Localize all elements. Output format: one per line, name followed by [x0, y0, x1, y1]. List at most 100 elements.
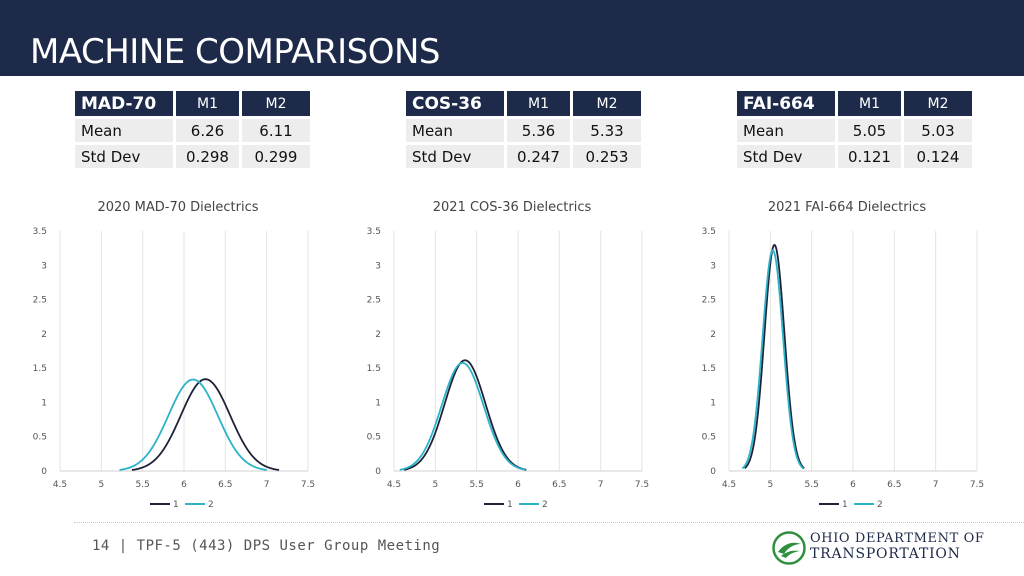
table-name: FAI-664	[737, 91, 835, 116]
footer-divider	[74, 522, 1024, 523]
x-tick-label: 6	[515, 480, 521, 490]
y-tick-label: 0.5	[367, 433, 381, 443]
chart-title: 2020 MAD-70 Dielectrics	[97, 200, 259, 215]
footer-text: 14 | TPF-5 (443) DPS User Group Meeting	[92, 538, 441, 554]
y-tick-label: 3.5	[702, 227, 716, 237]
odot-logo: OHIO DEPARTMENT OF TRANSPORTATION	[772, 530, 984, 566]
row-label-std: Std Dev	[737, 145, 835, 168]
col-header-m1: M1	[838, 91, 901, 116]
y-tick-label: 1.5	[702, 364, 716, 374]
col-header-m2: M2	[573, 91, 641, 116]
mean-m2: 6.11	[242, 119, 310, 142]
y-tick-label: 0.5	[33, 433, 47, 443]
series-line-2	[119, 378, 267, 471]
x-tick-label: 6.5	[887, 480, 901, 490]
mean-m1: 5.05	[838, 119, 901, 142]
y-tick-label: 2	[710, 330, 716, 340]
y-tick-label: 3	[375, 261, 381, 271]
y-tick-label: 2.5	[367, 296, 381, 306]
y-tick-label: 3.5	[367, 227, 381, 237]
x-tick-label: 6	[850, 480, 856, 490]
col-header-m2: M2	[904, 91, 972, 116]
x-tick-label: 6.5	[218, 480, 232, 490]
chart-svg: 4.5 5 5.5 6 6.5 7 7.5 0 0.5 1 1.5 2 2.5 3 3.5 1 2	[702, 227, 984, 510]
series-line-1	[403, 359, 527, 471]
x-tick-label: 6	[181, 480, 187, 490]
y-tick-label: 3	[710, 261, 716, 271]
stats-table-mad70: MAD-70 M1 M2 Mean 6.26 6.11 Std Dev 0.29…	[72, 88, 313, 171]
page-title: MACHINE COMPARISONS	[30, 32, 441, 72]
x-tick-label: 7.5	[301, 480, 315, 490]
series-line-1	[131, 378, 280, 471]
y-tick-label: 0	[375, 467, 381, 477]
col-header-m1: M1	[507, 91, 570, 116]
legend-label: 1	[842, 500, 848, 510]
x-tick-label: 5	[432, 480, 438, 490]
y-tick-label: 1	[710, 398, 716, 408]
x-tick-label: 4.5	[53, 480, 67, 490]
col-header-m2: M2	[242, 91, 310, 116]
y-tick-label: 3.5	[33, 227, 47, 237]
series-line-2	[741, 249, 804, 470]
x-tick-label: 5.5	[136, 480, 150, 490]
series-line-1	[744, 243, 805, 469]
col-header-m1: M1	[176, 91, 239, 116]
legend-label: 2	[877, 500, 883, 510]
y-tick-label: 2.5	[33, 296, 47, 306]
title-bar: MACHINE COMPARISONS	[0, 0, 1024, 76]
mean-m2: 5.33	[573, 119, 641, 142]
legend-label: 2	[208, 500, 214, 510]
x-tick-label: 4.5	[722, 480, 736, 490]
mean-m2: 5.03	[904, 119, 972, 142]
x-tick-label: 7.5	[635, 480, 649, 490]
y-tick-label: 0	[41, 467, 47, 477]
legend-label: 2	[542, 500, 548, 510]
y-tick-label: 1	[41, 398, 47, 408]
series-line-2	[399, 361, 526, 471]
x-tick-label: 7	[933, 480, 939, 490]
x-tick-label: 7	[264, 480, 270, 490]
mean-m1: 6.26	[176, 119, 239, 142]
x-tick-label: 7.5	[970, 480, 984, 490]
row-label-mean: Mean	[75, 119, 173, 142]
row-label-std: Std Dev	[75, 145, 173, 168]
chart-svg: 4.5 5 5.5 6 6.5 7 7.5 0 0.5 1 1.5 2 2.5 3 3.5 1 2	[33, 227, 315, 510]
mean-m1: 5.36	[507, 119, 570, 142]
x-tick-label: 5.5	[805, 480, 819, 490]
stats-table-cos36: COS-36 M1 M2 Mean 5.36 5.33 Std Dev 0.24…	[403, 88, 644, 171]
y-tick-label: 0.5	[702, 433, 716, 443]
y-tick-label: 1.5	[367, 364, 381, 374]
legend-label: 1	[173, 500, 179, 510]
stats-table-fai664: FAI-664 M1 M2 Mean 5.05 5.03 Std Dev 0.1…	[734, 88, 975, 171]
x-tick-label: 5.5	[470, 480, 484, 490]
y-tick-label: 2	[375, 330, 381, 340]
row-label-std: Std Dev	[406, 145, 504, 168]
y-tick-label: 2.5	[702, 296, 716, 306]
chart-svg: 4.5 5 5.5 6 6.5 7 7.5 0 0.5 1 1.5 2 2.5 3 3.5 1 2	[367, 227, 649, 510]
std-m1: 0.247	[507, 145, 570, 168]
y-tick-label: 1	[375, 398, 381, 408]
x-tick-label: 5	[767, 480, 773, 490]
row-label-mean: Mean	[406, 119, 504, 142]
logo-line1: OHIO DEPARTMENT OF	[810, 531, 985, 546]
table-name: MAD-70	[75, 91, 173, 116]
chart-title: 2021 FAI-664 Dielectrics	[767, 200, 927, 215]
y-tick-label: 1.5	[33, 364, 47, 374]
y-tick-label: 0	[710, 467, 716, 477]
std-m2: 0.299	[242, 145, 310, 168]
x-tick-label: 6.5	[552, 480, 566, 490]
std-m2: 0.253	[573, 145, 641, 168]
y-tick-label: 2	[41, 330, 47, 340]
x-tick-label: 4.5	[387, 480, 401, 490]
x-tick-label: 5	[98, 480, 104, 490]
legend-label: 1	[507, 500, 513, 510]
odot-emblem-icon	[772, 531, 806, 565]
std-m1: 0.298	[176, 145, 239, 168]
chart-fai664: 2021 FAI-664 Dielectrics 4.5 5 5.5 6 6.5 7 7.5…	[697, 196, 1017, 516]
table-name: COS-36	[406, 91, 504, 116]
std-m2: 0.124	[904, 145, 972, 168]
y-tick-label: 3	[41, 261, 47, 271]
x-tick-label: 7	[598, 480, 604, 490]
chart-title: 2021 COS-36 Dielectrics	[432, 200, 592, 215]
row-label-mean: Mean	[737, 119, 835, 142]
